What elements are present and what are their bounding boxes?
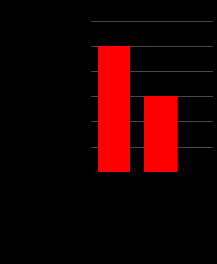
Bar xyxy=(144,96,177,172)
Bar xyxy=(98,46,130,172)
